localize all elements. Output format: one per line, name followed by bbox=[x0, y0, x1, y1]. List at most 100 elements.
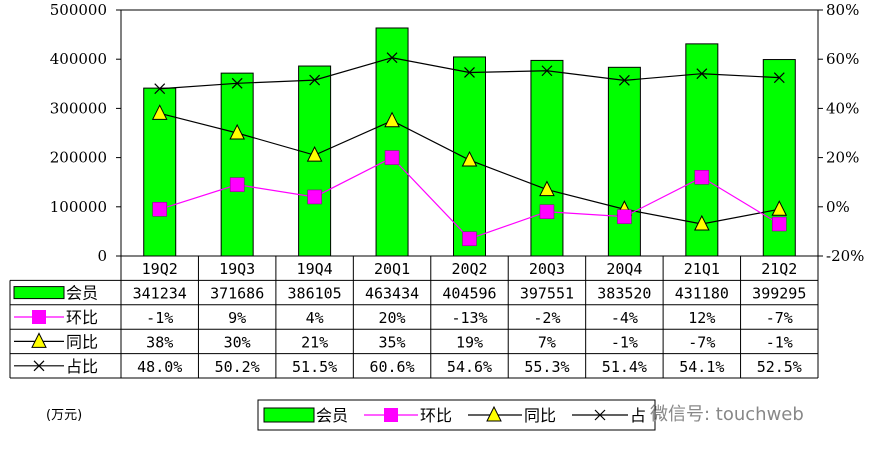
point-qoq-19Q3 bbox=[229, 177, 245, 192]
point-qoq-20Q3 bbox=[539, 204, 555, 219]
point-yoy-19Q2 bbox=[151, 104, 168, 120]
cell-value: -4% bbox=[611, 309, 638, 327]
unit-label: (万元) bbox=[46, 408, 83, 423]
bar-20Q1 bbox=[375, 27, 409, 257]
cell-value: 4% bbox=[306, 309, 324, 327]
watermark-text: 微信号: touchweb bbox=[650, 404, 804, 425]
cell-value: -7% bbox=[766, 309, 793, 327]
point-qoq-21Q1 bbox=[694, 170, 710, 185]
cell-value: -2% bbox=[533, 309, 560, 327]
legend-key-triangle bbox=[486, 405, 502, 422]
cell-value: 60.6% bbox=[369, 358, 414, 376]
legend-label: 环比 bbox=[420, 406, 452, 425]
cell-value: 399295 bbox=[752, 285, 806, 303]
y2-tick-label: -20% bbox=[826, 247, 864, 265]
y-tick-label: 300000 bbox=[50, 99, 107, 117]
cell-value: 51.4% bbox=[602, 358, 647, 376]
point-share-19Q3 bbox=[231, 77, 243, 89]
category-label: 21Q1 bbox=[684, 260, 720, 278]
point-yoy-19Q3 bbox=[229, 123, 245, 140]
cell-value: -1% bbox=[146, 309, 173, 327]
point-share-20Q3 bbox=[541, 65, 553, 77]
cell-value: 20% bbox=[379, 309, 406, 327]
y-tick-label: 500000 bbox=[50, 1, 107, 19]
bar-series bbox=[143, 27, 796, 257]
point-share-21Q1 bbox=[696, 68, 708, 80]
bar-20Q3 bbox=[530, 59, 564, 257]
row-name: 会员 bbox=[66, 284, 98, 303]
cell-value: 21% bbox=[301, 333, 328, 351]
y-tick-label: 200000 bbox=[50, 149, 107, 167]
cell-value: 55.3% bbox=[524, 358, 569, 376]
y2-tick-label: 0% bbox=[826, 198, 850, 216]
y2-tick-label: 20% bbox=[826, 149, 859, 167]
cell-value: 404596 bbox=[442, 285, 496, 303]
bar-20Q4 bbox=[607, 66, 641, 257]
category-label: 20Q2 bbox=[451, 260, 487, 278]
point-share-20Q4 bbox=[618, 74, 630, 86]
cell-value: 431180 bbox=[675, 285, 729, 303]
cell-value: 51.5% bbox=[292, 358, 337, 376]
cell-value: 9% bbox=[228, 309, 246, 327]
line-series bbox=[151, 52, 788, 247]
cell-value: -1% bbox=[766, 333, 793, 351]
category-label: 21Q2 bbox=[761, 260, 797, 278]
legend-key-bar bbox=[263, 407, 315, 423]
cell-value: 19% bbox=[456, 333, 483, 351]
point-share-19Q4 bbox=[309, 74, 321, 86]
category-label: 20Q4 bbox=[606, 260, 642, 278]
row-name: 同比 bbox=[66, 332, 98, 351]
y-tick-label: 400000 bbox=[50, 50, 107, 68]
cell-value: 386105 bbox=[288, 285, 342, 303]
row-name: 环比 bbox=[66, 308, 98, 327]
legend-label: 同比 bbox=[524, 406, 556, 425]
point-share-20Q1 bbox=[386, 52, 398, 64]
point-qoq-19Q2 bbox=[152, 202, 167, 217]
category-label: 19Q3 bbox=[219, 260, 255, 278]
cell-value: 30% bbox=[224, 333, 251, 351]
cell-value: -1% bbox=[611, 333, 638, 351]
y-tick-label: 0 bbox=[97, 247, 107, 265]
point-yoy-19Q4 bbox=[306, 146, 323, 162]
legend-key-square bbox=[384, 408, 398, 422]
row-key-bar bbox=[13, 286, 65, 300]
cell-value: 12% bbox=[688, 309, 715, 327]
cell-value: 50.2% bbox=[215, 358, 260, 376]
cell-value: 48.0% bbox=[137, 358, 182, 376]
point-qoq-19Q4 bbox=[307, 189, 322, 205]
y2-tick-label: 40% bbox=[826, 99, 859, 117]
data-table: 19Q2 19Q3 19Q4 20Q1 20Q2 20Q3 20Q4 21Q1 21Q2 会员 34… bbox=[9, 255, 819, 379]
cell-value: -7% bbox=[688, 333, 715, 351]
point-qoq-20Q1 bbox=[384, 150, 400, 165]
cell-value: 463434 bbox=[365, 285, 419, 303]
cell-value: 7% bbox=[538, 333, 556, 351]
legend-key-x bbox=[594, 409, 606, 421]
point-yoy-21Q1 bbox=[694, 214, 710, 231]
cell-value: -13% bbox=[451, 309, 487, 327]
category-label: 20Q3 bbox=[529, 260, 565, 278]
cell-value: 38% bbox=[146, 333, 173, 351]
point-share-19Q2 bbox=[154, 83, 166, 95]
point-share-21Q2 bbox=[773, 72, 785, 84]
category-label: 20Q1 bbox=[374, 260, 410, 278]
cell-value: 54.1% bbox=[679, 358, 724, 376]
y-axis-left: 0 100000 200000 300000 400000 500000 bbox=[50, 1, 121, 265]
point-yoy-20Q3 bbox=[539, 180, 555, 197]
point-qoq-20Q2 bbox=[462, 231, 477, 247]
point-qoq-21Q2 bbox=[772, 216, 787, 232]
point-yoy-20Q1 bbox=[384, 111, 400, 128]
y-axis-right: -20% 0% 20% 40% 60% 80% bbox=[818, 1, 864, 265]
row-key-triangle bbox=[31, 332, 47, 348]
y2-tick-label: 60% bbox=[826, 50, 859, 68]
point-qoq-20Q4 bbox=[617, 209, 632, 224]
category-label: 19Q2 bbox=[142, 260, 178, 278]
point-share-20Q2 bbox=[464, 67, 475, 78]
row-name: 占比 bbox=[66, 357, 98, 376]
legend-label: 会员 bbox=[316, 406, 348, 425]
cell-value: 35% bbox=[379, 333, 406, 351]
cell-value: 383520 bbox=[597, 285, 651, 303]
cell-value: 54.6% bbox=[447, 358, 492, 376]
row-key-x bbox=[33, 360, 45, 372]
cell-value: 397551 bbox=[520, 285, 574, 303]
